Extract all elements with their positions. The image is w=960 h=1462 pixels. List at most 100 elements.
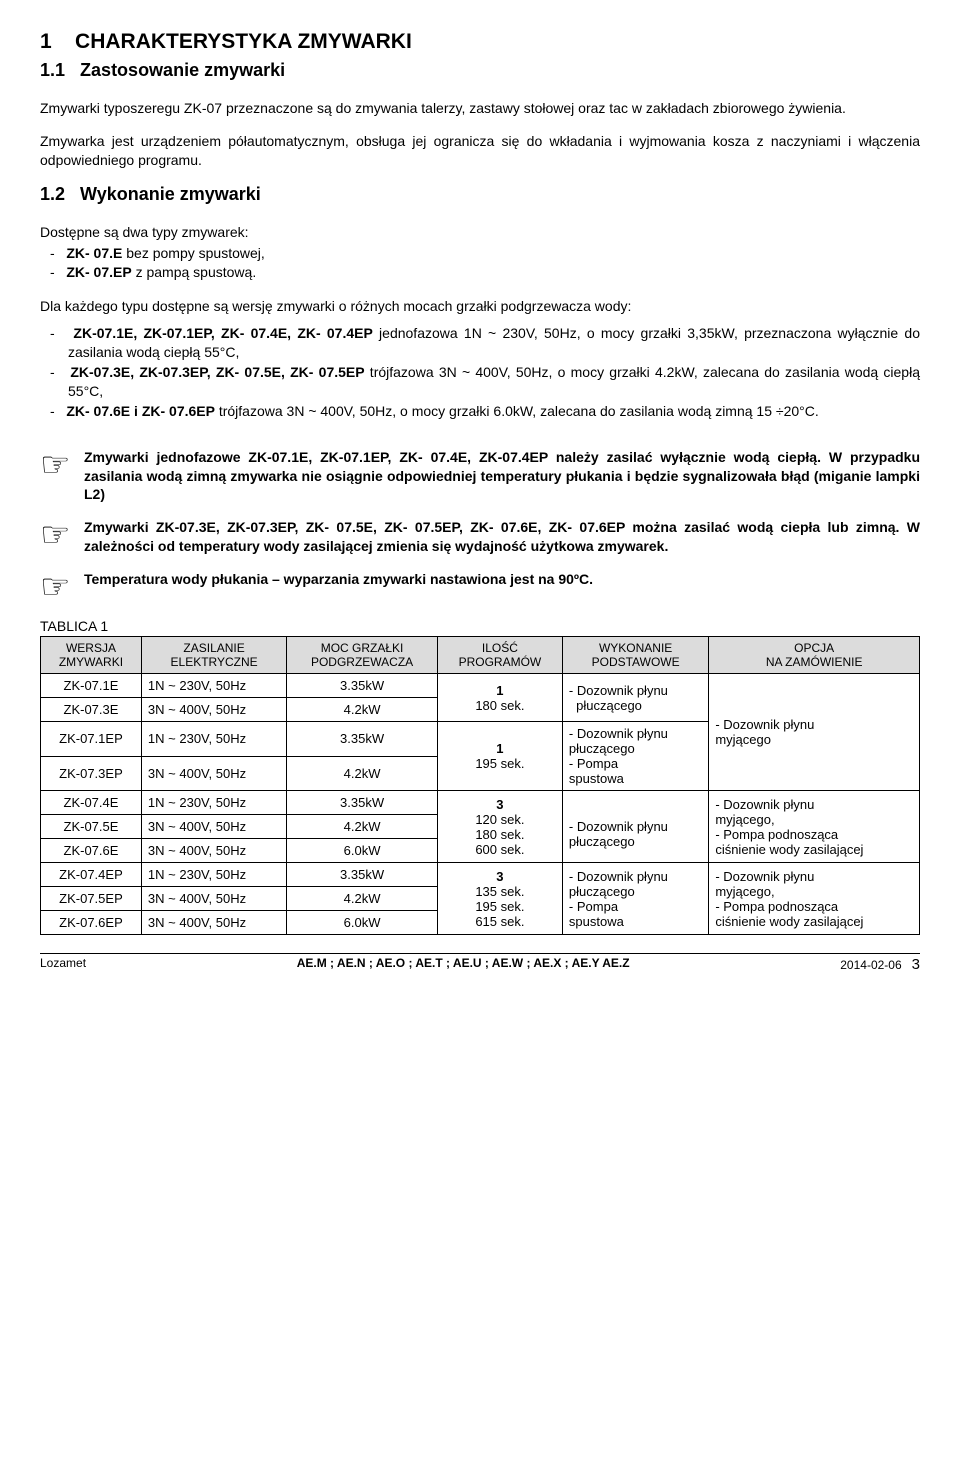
prog-count: 1	[496, 683, 503, 698]
cell-option: - Dozownik płynu myjącego	[709, 674, 920, 791]
note-2: ☞ Zmywarki ZK-07.3E, ZK-07.3EP, ZK- 07.5…	[40, 518, 920, 556]
note-2-text: Zmywarki ZK-07.3E, ZK-07.3EP, ZK- 07.5E,…	[84, 518, 920, 556]
opt-line: ciśnienie wody zasilającej	[715, 914, 863, 929]
opt-line: - Pompa podnosząca	[715, 827, 838, 842]
table-row: ZK-07.1E 1N ~ 230V, 50Hz 3.35kW 1 180 se…	[41, 674, 920, 698]
cell-power: 3N ~ 400V, 50Hz	[141, 698, 286, 722]
opt-line: myjącego,	[715, 812, 774, 827]
base-line: - Pompa	[569, 756, 618, 771]
cell-power: 3N ~ 400V, 50Hz	[141, 839, 286, 863]
cell-programs: 3 135 sek. 195 sek. 615 sek.	[437, 863, 562, 935]
list-bold: ZK-07.3E, ZK-07.3EP, ZK- 07.5E, ZK- 07.5…	[70, 364, 364, 380]
version-list: - ZK-07.1E, ZK-07.1EP, ZK- 07.4E, ZK- 07…	[40, 324, 920, 422]
cell-model: ZK-07.1EP	[41, 722, 142, 757]
cell-base: - Dozownik płynu płuczącego	[562, 674, 708, 722]
th-line: MOC GRZAŁKI	[321, 641, 404, 655]
cell-kw: 3.35kW	[287, 863, 438, 887]
cell-kw: 6.0kW	[287, 839, 438, 863]
section-heading: 1 CHARAKTERYSTYKA ZMYWARKI	[40, 30, 920, 54]
cell-base: - Dozownik płynu płuczącego - Pompa spus…	[562, 722, 708, 791]
opt-line: myjącego,	[715, 884, 774, 899]
opt-line: - Pompa podnosząca	[715, 899, 838, 914]
cell-model: ZK-07.1E	[41, 674, 142, 698]
note-3: ☞ Temperatura wody płukania – wyparzania…	[40, 570, 920, 604]
note-1-text: Zmywarki jednofazowe ZK-07.1E, ZK-07.1EP…	[84, 448, 920, 505]
cell-kw: 6.0kW	[287, 911, 438, 935]
th-programs: ILOŚĆ PROGRAMÓW	[437, 637, 562, 674]
note-3-text: Temperatura wody płukania – wyparzania z…	[84, 570, 920, 604]
th-line: NA ZAMÓWIENIE	[766, 655, 863, 669]
base-line: płuczącego	[569, 834, 635, 849]
table-header-row: WERSJA ZMYWARKI ZASILANIE ELEKTRYCZNE MO…	[41, 637, 920, 674]
th-line: PROGRAMÓW	[459, 655, 542, 669]
th-line: ILOŚĆ	[482, 641, 518, 655]
cell-model: ZK-07.3EP	[41, 756, 142, 791]
prog-count: 1	[496, 741, 503, 756]
subsection-1-heading: 1.1 Zastosowanie zmywarki	[40, 60, 920, 81]
base-line: spustowa	[569, 914, 624, 929]
cell-programs: 3 120 sek. 180 sek. 600 sek.	[437, 791, 562, 863]
opt-line: - Dozownik płynu	[715, 797, 814, 812]
cell-programs: 1 180 sek.	[437, 674, 562, 722]
th-option: OPCJA NA ZAMÓWIENIE	[709, 637, 920, 674]
type-list: - ZK- 07.E bez pompy spustowej, - ZK- 07…	[40, 244, 920, 283]
footer-date: 2014-02-06	[840, 958, 901, 972]
paragraph-4: Dla każdego typu dostępne są wersję zmyw…	[40, 297, 920, 316]
cell-model: ZK-07.3E	[41, 698, 142, 722]
footer-right: 2014-02-06 3	[840, 956, 920, 973]
cell-power: 3N ~ 400V, 50Hz	[141, 887, 286, 911]
note-1: ☞ Zmywarki jednofazowe ZK-07.1E, ZK-07.1…	[40, 448, 920, 505]
footer-page: 3	[912, 956, 920, 973]
th-version: WERSJA ZMYWARKI	[41, 637, 142, 674]
prog-time: 135 sek.	[475, 884, 524, 899]
cell-power: 1N ~ 230V, 50Hz	[141, 722, 286, 757]
hand-icon: ☞	[40, 518, 84, 556]
section-number: 1	[40, 30, 52, 53]
th-line: ELEKTRYCZNE	[171, 655, 258, 669]
base-line: - Dozownik płynu	[569, 819, 668, 834]
list-item: - ZK- 07.EP z pampą spustową.	[40, 263, 920, 283]
cell-model: ZK-07.6E	[41, 839, 142, 863]
cell-power: 3N ~ 400V, 50Hz	[141, 756, 286, 791]
cell-power: 1N ~ 230V, 50Hz	[141, 863, 286, 887]
subsection-2-title: Wykonanie zmywarki	[80, 184, 261, 204]
th-line: WYKONANIE	[599, 641, 672, 655]
paragraph-2: Zmywarka jest urządzeniem półautomatyczn…	[40, 132, 920, 170]
list-item: - ZK-07.1E, ZK-07.1EP, ZK- 07.4E, ZK- 07…	[40, 324, 920, 363]
hand-icon: ☞	[40, 570, 84, 604]
cell-base: - Dozownik płynu płuczącego - Pompa spus…	[562, 863, 708, 935]
th-line: ZMYWARKI	[59, 655, 123, 669]
table-row: ZK-07.4EP 1N ~ 230V, 50Hz 3.35kW 3 135 s…	[41, 863, 920, 887]
page: 1 CHARAKTERYSTYKA ZMYWARKI 1.1 Zastosowa…	[0, 0, 960, 993]
opt-line: ciśnienie wody zasilającej	[715, 842, 863, 857]
prog-count: 3	[496, 797, 503, 812]
paragraph-1: Zmywarki typoszeregu ZK-07 przeznaczone …	[40, 99, 920, 118]
cell-kw: 3.35kW	[287, 791, 438, 815]
cell-power: 3N ~ 400V, 50Hz	[141, 815, 286, 839]
footer-left: Lozamet	[40, 956, 86, 973]
th-line: ZASILANIE	[183, 641, 244, 655]
dash: -	[50, 403, 55, 419]
base-line: spustowa	[569, 771, 624, 786]
subsection-2-heading: 1.2 Wykonanie zmywarki	[40, 184, 920, 205]
cell-programs: 1 195 sek.	[437, 722, 562, 791]
base-line: płuczącego	[569, 741, 635, 756]
cell-model: ZK-07.5EP	[41, 887, 142, 911]
opt-line: - Dozownik płynu	[715, 869, 814, 884]
cell-model: ZK-07.4EP	[41, 863, 142, 887]
dash: -	[50, 264, 55, 280]
table-row: ZK-07.4E 1N ~ 230V, 50Hz 3.35kW 3 120 se…	[41, 791, 920, 815]
list-rest: trójfazowa 3N ~ 400V, 50Hz, o mocy grzał…	[215, 403, 819, 419]
cell-option: - Dozownik płynu myjącego, - Pompa podno…	[709, 791, 920, 863]
page-footer: Lozamet AE.M ; AE.N ; AE.O ; AE.T ; AE.U…	[40, 953, 920, 973]
base-line: - Dozownik płynu	[569, 869, 668, 884]
footer-mid: AE.M ; AE.N ; AE.O ; AE.T ; AE.U ; AE.W …	[297, 956, 630, 973]
cell-model: ZK-07.6EP	[41, 911, 142, 935]
cell-model: ZK-07.5E	[41, 815, 142, 839]
subsection-2-number: 1.2	[40, 184, 65, 204]
cell-power: 1N ~ 230V, 50Hz	[141, 674, 286, 698]
th-line: PODSTAWOWE	[592, 655, 680, 669]
prog-time: 180 sek.	[475, 698, 524, 713]
list-rest: bez pompy spustowej,	[122, 245, 264, 261]
cell-kw: 4.2kW	[287, 698, 438, 722]
